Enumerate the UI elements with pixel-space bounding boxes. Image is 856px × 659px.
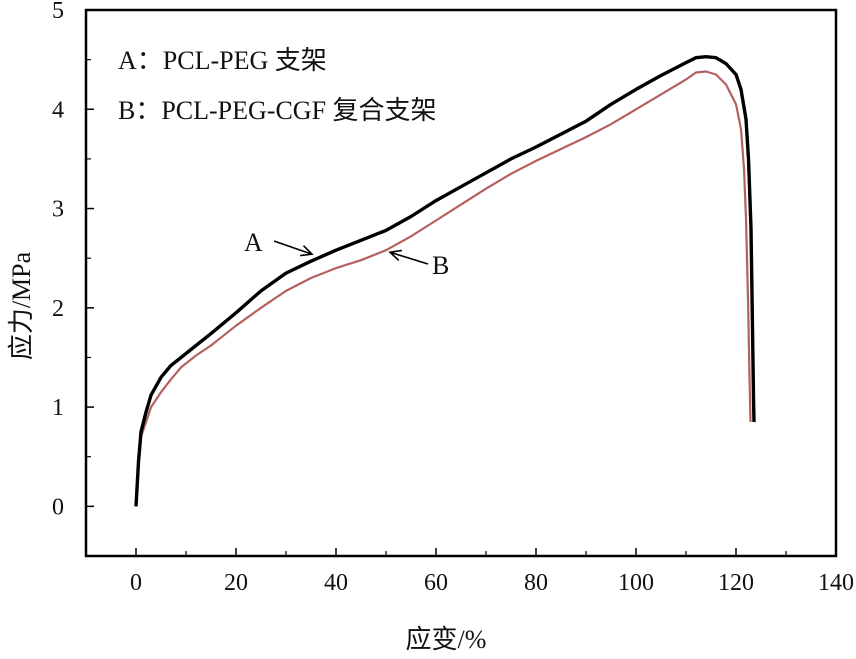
legend-entry-a: A：PCL-PEG 支架 xyxy=(118,46,327,75)
x-tick-label: 20 xyxy=(224,570,248,596)
plot-frame xyxy=(84,8,838,558)
x-tick-label: 0 xyxy=(130,570,142,596)
annotations: A B xyxy=(244,228,449,280)
x-tick-label: 60 xyxy=(424,570,448,596)
x-tick-label: 80 xyxy=(524,570,548,596)
x-tick-label: 120 xyxy=(718,570,754,596)
series-layer xyxy=(134,55,756,507)
y-tick-label: 5 xyxy=(52,0,64,24)
annotation-b-arrow xyxy=(388,249,429,265)
series-a-line xyxy=(134,55,756,507)
y-tick-label: 1 xyxy=(52,395,64,421)
y-tick-label: 0 xyxy=(52,494,64,520)
ticks-layer: 0 20 40 60 80 100 120 140 0 1 2 3 4 5 xyxy=(52,0,854,596)
legend-entry-b: B：PCL-PEG-CGF 复合支架 xyxy=(118,96,437,125)
x-tick-label: 100 xyxy=(618,570,654,596)
series-b-line xyxy=(134,70,752,507)
annotation-a-label: A xyxy=(244,228,263,257)
y-tick-label: 4 xyxy=(52,97,64,123)
annotation-a-arrow xyxy=(273,240,314,257)
y-axis-title: 应力/MPa xyxy=(7,251,36,360)
x-tick-label: 40 xyxy=(324,570,348,596)
x-axis-title: 应变/% xyxy=(406,625,487,654)
legend: A：PCL-PEG 支架 B：PCL-PEG-CGF 复合支架 xyxy=(118,46,437,125)
x-tick-label: 140 xyxy=(818,570,854,596)
y-tick-label: 2 xyxy=(52,296,64,322)
annotation-b-label: B xyxy=(432,251,449,280)
y-tick-label: 3 xyxy=(52,197,64,223)
